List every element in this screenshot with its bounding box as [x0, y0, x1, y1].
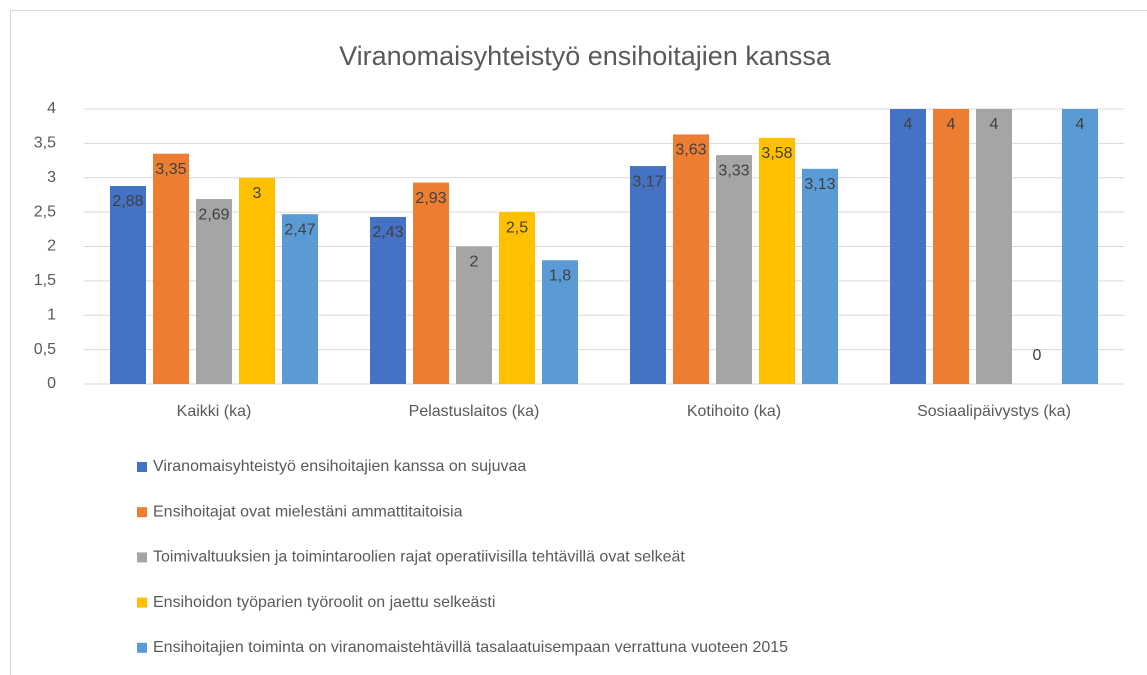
legend-label: Toimivaltuuksien ja toimintaroolien raja… — [153, 549, 685, 566]
y-tick-label: 0 — [47, 375, 56, 392]
y-tick-label: 1 — [47, 306, 56, 323]
bar — [413, 182, 449, 384]
bar — [890, 109, 926, 384]
data-label: 2,93 — [415, 190, 446, 207]
x-tick-label: Kotihoito (ka) — [687, 403, 781, 420]
data-label: 2,47 — [284, 221, 315, 238]
data-label: 1,8 — [549, 267, 571, 284]
bar — [239, 177, 275, 384]
legend-swatch — [137, 507, 147, 518]
data-label: 3 — [253, 185, 262, 202]
data-label: 3,35 — [155, 161, 186, 178]
bar — [1062, 109, 1098, 384]
data-label: 3,58 — [761, 145, 792, 162]
chart-title: Viranomaisyhteistyö ensihoitajien kanssa — [339, 41, 832, 71]
legend-swatch — [137, 462, 147, 472]
legend-swatch — [137, 552, 147, 563]
y-tick-label: 4 — [47, 100, 56, 117]
data-label: 2,69 — [198, 206, 229, 223]
y-tick-label: 3 — [47, 169, 56, 186]
y-tick-label: 3,5 — [34, 135, 56, 152]
data-label: 3,63 — [675, 142, 706, 159]
data-label: 2,5 — [506, 219, 528, 236]
y-tick-label: 0,5 — [34, 341, 56, 358]
data-label: 2,43 — [372, 224, 403, 241]
data-label: 4 — [904, 116, 913, 133]
data-label: 3,17 — [632, 173, 663, 190]
bar — [456, 246, 492, 384]
legend-label: Ensihoitajien toiminta on viranomaisteht… — [153, 639, 788, 656]
chart-border — [10, 10, 1147, 675]
legend-label: Viranomaisyhteistyö ensihoitajien kanssa… — [153, 458, 526, 475]
bar — [759, 137, 795, 384]
legend-label: Ensihoidon työparien työroolit on jaettu… — [153, 594, 495, 611]
bar — [196, 199, 232, 384]
data-label: 4 — [947, 116, 956, 133]
bar — [673, 134, 709, 384]
data-label: 3,33 — [718, 162, 749, 179]
y-tick-label: 1,5 — [34, 272, 56, 289]
bar — [976, 109, 1012, 384]
bar — [370, 216, 406, 384]
legend-swatch — [137, 597, 147, 608]
x-tick-label: Sosiaalipäivystys (ka) — [917, 403, 1071, 420]
bar — [542, 260, 578, 384]
bar — [499, 212, 535, 384]
x-tick-label: Pelastuslaitos (ka) — [409, 403, 540, 420]
bar — [630, 166, 666, 384]
y-tick-label: 2 — [47, 238, 56, 255]
bar — [153, 153, 189, 384]
data-label: 3,13 — [804, 176, 835, 193]
legend-label: Ensihoitajat ovat mielestäni ammattitait… — [153, 503, 463, 520]
bar — [282, 214, 318, 384]
bar — [110, 186, 146, 384]
data-label: 2 — [470, 254, 479, 271]
bar — [716, 155, 752, 384]
data-label: 4 — [990, 116, 999, 133]
legend-swatch — [137, 642, 147, 653]
x-tick-label: Kaikki (ka) — [177, 403, 252, 420]
data-label: 2,88 — [112, 193, 143, 210]
bar — [933, 109, 969, 384]
data-label: 4 — [1076, 116, 1085, 133]
bar — [802, 168, 838, 384]
data-label: 0 — [1033, 347, 1042, 364]
y-tick-label: 2,5 — [34, 203, 56, 220]
